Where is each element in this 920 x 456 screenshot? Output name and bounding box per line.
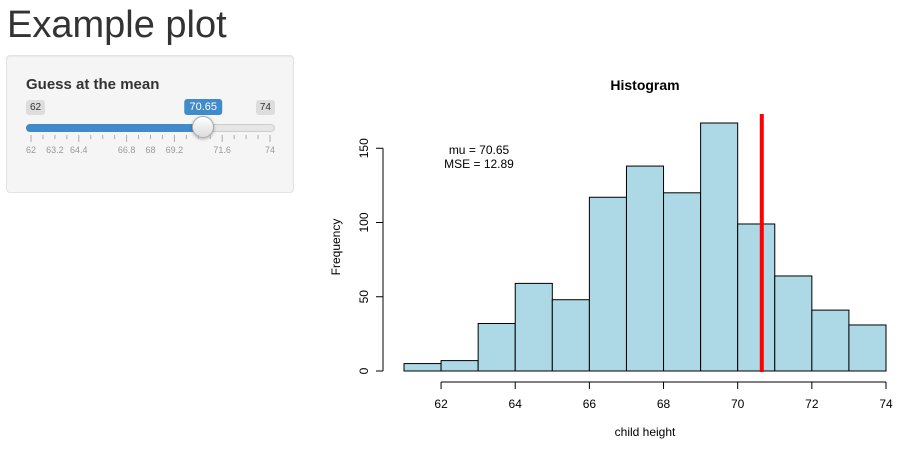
histogram-plot: Histogram 62 64 66 68 70 72 74 child height 0 50 10…: [329, 77, 893, 439]
y-tick-label: 100: [357, 212, 371, 232]
slider-grid-label: 69.2: [165, 145, 184, 155]
slider-label: Guess at the mean: [26, 76, 160, 93]
slider-grid-label: 74: [264, 145, 276, 155]
slider-grid-label: 63.2: [46, 145, 64, 155]
histogram-bar: [551, 299, 590, 372]
slider-grid-label: 66.8: [117, 145, 136, 155]
y-tick-label: 0: [357, 367, 371, 374]
x-tick-label: 70: [731, 397, 745, 411]
x-tick-label: 68: [657, 397, 671, 411]
x-axis-label: child height: [615, 425, 676, 439]
page-title: Example plot: [7, 4, 227, 46]
slider-max-label: 74: [255, 100, 275, 115]
histogram-bar: [848, 324, 887, 372]
histogram-bar: [403, 363, 442, 372]
histogram-bar: [514, 282, 553, 372]
slider-fill: [26, 124, 204, 132]
histogram-bar: [774, 275, 813, 372]
slider-grid-label: 68: [145, 145, 156, 155]
x-tick-label: 64: [509, 397, 523, 411]
histogram-bar: [663, 192, 702, 372]
mse-annotation: MSE = 12.89: [444, 157, 514, 171]
slider-grid-label: 71.6: [213, 145, 231, 155]
x-tick-label: 62: [434, 397, 448, 411]
y-axis-label: Frequency: [329, 219, 343, 276]
sidebar-panel: Guess at the mean 62 74 70.65 62 63.2 64.4…: [6, 55, 294, 193]
histogram-bar: [440, 360, 479, 372]
y-tick-label: 50: [357, 290, 371, 304]
histogram-bar: [625, 165, 665, 372]
chart-title: Histogram: [610, 77, 679, 93]
slider-min-label: 62: [26, 100, 46, 115]
slider-grid-label: 64.4: [70, 145, 88, 155]
slider-value-label: 70.65: [184, 99, 223, 115]
slider-grid-label: 62: [25, 145, 37, 155]
y-tick-label: 150: [357, 138, 371, 158]
slider-grid: [30, 135, 271, 142]
histogram-bar: [737, 223, 776, 372]
histogram-bar: [477, 322, 516, 372]
x-tick-label: 72: [805, 397, 819, 411]
x-tick-label: 66: [583, 397, 597, 411]
histogram-bar: [588, 196, 627, 372]
x-tick-label: 74: [879, 397, 893, 411]
slider-handle[interactable]: [192, 116, 215, 138]
histogram-bar: [700, 122, 739, 372]
mu-annotation: mu = 70.65: [449, 143, 510, 157]
histogram-bar: [811, 309, 850, 372]
